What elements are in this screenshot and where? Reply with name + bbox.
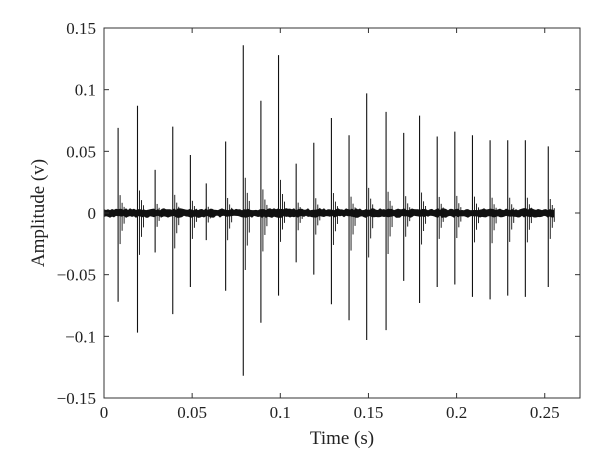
- y-tick-label: −0.05: [57, 266, 96, 285]
- x-tick-label: 0.15: [354, 403, 384, 422]
- y-tick-label: 0.05: [66, 142, 96, 161]
- y-tick-label: 0.1: [75, 81, 96, 100]
- y-tick-label: −0.15: [57, 389, 96, 408]
- x-tick-label: 0.25: [530, 403, 560, 422]
- y-tick-label: 0: [88, 204, 97, 223]
- spike-series: [117, 45, 555, 376]
- x-tick-label: 0.1: [270, 403, 291, 422]
- x-axis-title: Time (s): [310, 428, 374, 449]
- y-axis-title: Amplitude (v): [28, 159, 49, 267]
- x-tick-label: 0: [100, 403, 109, 422]
- x-tick-label: 0.2: [446, 403, 467, 422]
- y-tick-label: 0.15: [66, 19, 96, 38]
- y-tick-label: −0.1: [65, 327, 96, 346]
- x-tick-label: 0.05: [177, 403, 207, 422]
- axis-ticks: 0 0.05 0.1 0.15 0.2 0.25 0.15 0.1 0.05 0 −0.05 −0.1…: [57, 19, 580, 422]
- plot-area: [104, 45, 555, 376]
